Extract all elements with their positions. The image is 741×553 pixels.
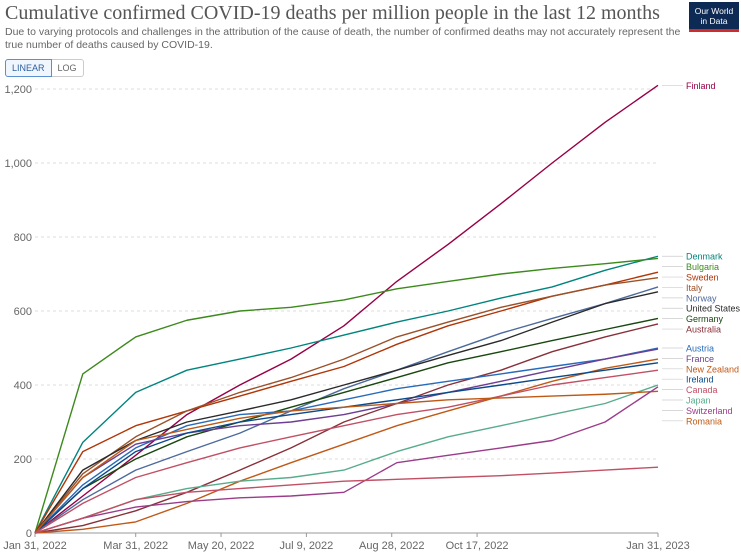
series-label-australia: Australia bbox=[686, 325, 721, 335]
logo-line-1: Our World bbox=[694, 6, 734, 16]
log-scale-button[interactable]: LOG bbox=[51, 59, 84, 77]
y-tick-label: 200 bbox=[14, 454, 32, 466]
series-line-germany bbox=[34, 317, 659, 534]
x-tick-label: Jan 31, 2023 bbox=[626, 540, 690, 552]
series-label-canada: Canada bbox=[686, 385, 718, 395]
scale-toggle: LINEAR LOG bbox=[5, 59, 84, 77]
series-label-denmark: Denmark bbox=[686, 252, 723, 262]
series-label-austria: Austria bbox=[686, 344, 714, 354]
series-label-ireland: Ireland bbox=[686, 375, 714, 385]
series-label-france: France bbox=[686, 354, 714, 364]
x-tick-label: Oct 17, 2022 bbox=[446, 540, 509, 552]
series-line-switzerland bbox=[34, 386, 659, 534]
chart-title: Cumulative confirmed COVID-19 deaths per… bbox=[5, 2, 660, 24]
series-line-italy bbox=[34, 277, 659, 534]
series-label-norway: Norway bbox=[686, 293, 717, 303]
series-line-france bbox=[34, 348, 659, 534]
series-label-japan: Japan bbox=[686, 396, 711, 406]
series-label-romania: Romania bbox=[686, 416, 722, 426]
series-label-bulgaria: Bulgaria bbox=[686, 262, 719, 272]
owid-logo[interactable]: Our World in Data bbox=[689, 2, 739, 32]
series-line-canada bbox=[34, 369, 659, 534]
y-tick-label: 0 bbox=[26, 528, 32, 540]
x-tick-label: Jul 9, 2022 bbox=[279, 540, 333, 552]
series-line-austria bbox=[34, 347, 659, 534]
x-tick-label: Aug 28, 2022 bbox=[359, 540, 424, 552]
series-line-denmark bbox=[34, 255, 659, 534]
series-label-new-zealand: New Zealand bbox=[686, 364, 739, 374]
series-label-sweden: Sweden bbox=[686, 273, 719, 283]
logo-line-2: in Data bbox=[700, 16, 728, 26]
y-tick-label: 800 bbox=[14, 232, 32, 244]
series-line-switzerland bbox=[34, 466, 659, 534]
series-line-romania bbox=[34, 390, 659, 534]
series-label-united-states: United States bbox=[686, 304, 741, 314]
x-tick-label: Mar 31, 2022 bbox=[103, 540, 168, 552]
series-label-germany: Germany bbox=[686, 314, 724, 324]
series-label-switzerland: Switzerland bbox=[686, 406, 733, 416]
y-tick-label: 1,200 bbox=[4, 84, 32, 96]
series-line-norway bbox=[34, 286, 659, 534]
series-line-new-zealand bbox=[34, 358, 659, 534]
series-line-bulgaria bbox=[34, 257, 659, 534]
x-tick-label: May 20, 2022 bbox=[188, 540, 255, 552]
y-tick-label: 600 bbox=[14, 306, 32, 318]
series-line-australia bbox=[34, 323, 659, 534]
series-label-finland: Finland bbox=[686, 81, 716, 91]
y-tick-label: 400 bbox=[14, 380, 32, 392]
x-tick-label: Jan 31, 2022 bbox=[3, 540, 67, 552]
y-tick-label: 1,000 bbox=[4, 158, 32, 170]
series-line-finland bbox=[34, 84, 659, 534]
chart-subtitle: Due to varying protocols and challenges … bbox=[5, 26, 681, 51]
linear-scale-button[interactable]: LINEAR bbox=[5, 59, 52, 77]
series-label-italy: Italy bbox=[686, 283, 703, 293]
